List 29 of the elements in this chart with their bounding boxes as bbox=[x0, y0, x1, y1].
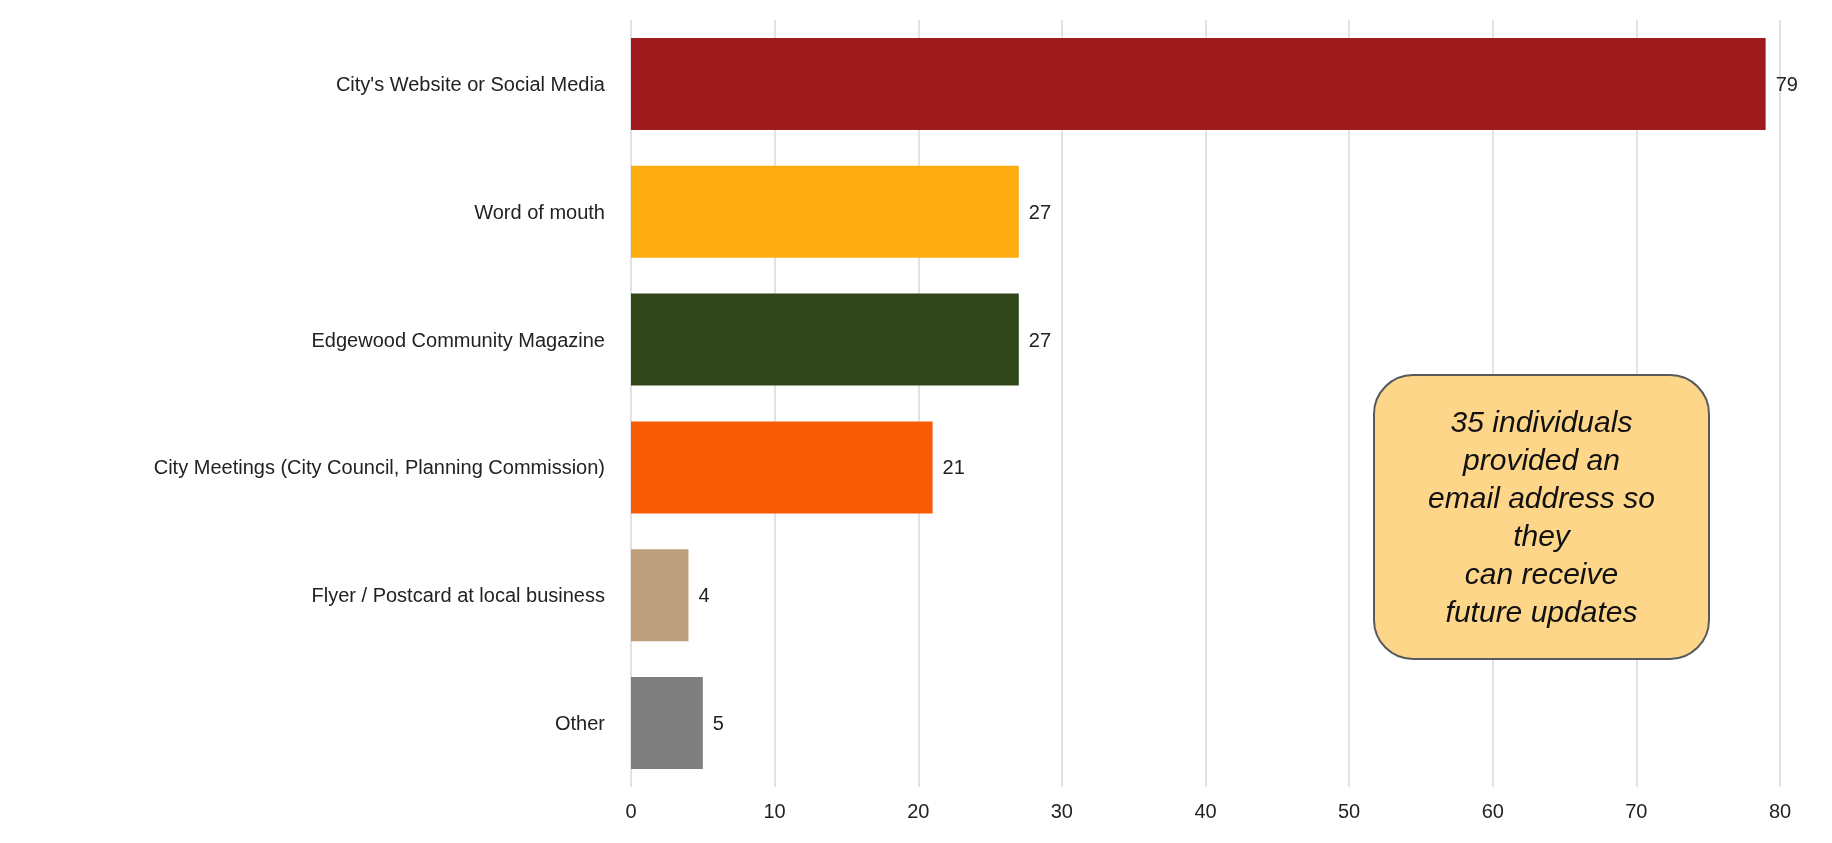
y-tick-label: Word of mouth bbox=[474, 200, 605, 223]
data-label: 21 bbox=[942, 456, 965, 479]
x-tick-label: 40 bbox=[1194, 800, 1217, 822]
y-tick-label: City's Website or Social Media bbox=[335, 72, 606, 95]
bar bbox=[631, 37, 1766, 130]
callout-box: 35 individuals provided an email address so they can receive future updates bbox=[1373, 374, 1710, 660]
y-tick-label: Other bbox=[554, 712, 606, 735]
x-tick-label: 60 bbox=[1481, 800, 1504, 822]
bar bbox=[631, 165, 1019, 258]
x-tick-label: 10 bbox=[763, 800, 786, 822]
x-tick-label: 20 bbox=[907, 800, 930, 822]
x-tick-label: 30 bbox=[1050, 800, 1073, 822]
x-tick-label: 50 bbox=[1338, 800, 1361, 822]
data-label: 27 bbox=[1028, 200, 1052, 223]
y-tick-label: Flyer / Postcard at local business bbox=[311, 584, 605, 607]
data-label: 4 bbox=[698, 584, 710, 607]
bar bbox=[631, 421, 933, 514]
data-label: 27 bbox=[1028, 328, 1052, 351]
bar bbox=[631, 293, 1019, 386]
x-tick-label: 0 bbox=[625, 800, 637, 822]
annotation: 35 individuals provided an email address so they can receive future updates bbox=[1428, 404, 1655, 630]
data-label: 5 bbox=[712, 712, 724, 735]
x-tick-label: 70 bbox=[1625, 800, 1648, 822]
x-tick-label: 80 bbox=[1768, 800, 1792, 822]
bar bbox=[631, 677, 703, 770]
bar bbox=[631, 549, 689, 642]
y-tick-label: Edgewood Community Magazine bbox=[311, 328, 605, 351]
y-tick-label: City Meetings (City Council, Planning Commission) bbox=[153, 456, 605, 479]
data-label: 79 bbox=[1775, 72, 1798, 95]
